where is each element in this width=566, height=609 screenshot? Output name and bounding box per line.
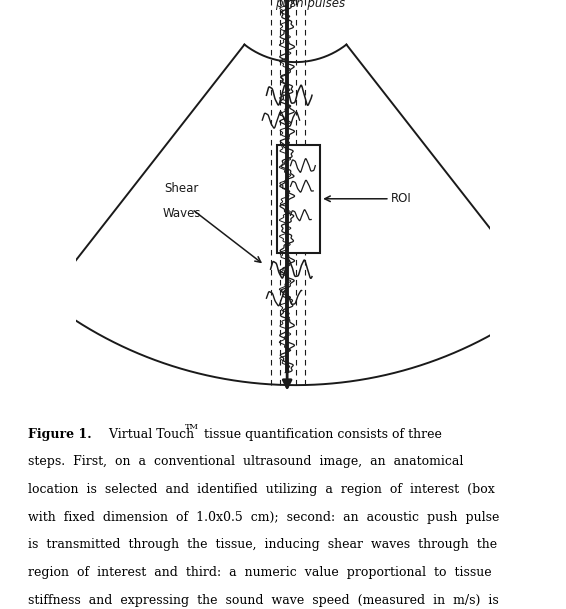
Text: is  transmitted  through  the  tissue,  inducing  shear  waves  through  the: is transmitted through the tissue, induc… [28, 538, 498, 552]
Text: tissue quantification consists of three: tissue quantification consists of three [200, 428, 441, 441]
Bar [277, 145, 320, 253]
Text: Waves: Waves [162, 207, 201, 220]
Text: Virtual Touch: Virtual Touch [105, 428, 194, 441]
Text: steps.  First,  on  a  conventional  ultrasound  image,  an  anatomical: steps. First, on a conventional ultrasou… [28, 456, 464, 468]
Text: TM: TM [185, 423, 199, 431]
Text: Acoustic
push pulses: Acoustic push pulses [275, 0, 345, 10]
Text: Shear: Shear [164, 181, 199, 195]
Text: ROI: ROI [391, 192, 411, 205]
Text: stiffness  and  expressing  the  sound  wave  speed  (measured  in  m/s)  is: stiffness and expressing the sound wave … [28, 594, 499, 607]
Text: location  is  selected  and  identified  utilizing  a  region  of  interest  (bo: location is selected and identified util… [28, 483, 495, 496]
Text: region  of  interest  and  third:  a  numeric  value  proportional  to  tissue: region of interest and third: a numeric … [28, 566, 492, 579]
Text: Figure 1.: Figure 1. [28, 428, 92, 441]
Text: with  fixed  dimension  of  1.0x0.5  cm);  second:  an  acoustic  push  pulse: with fixed dimension of 1.0x0.5 cm); sec… [28, 511, 500, 524]
